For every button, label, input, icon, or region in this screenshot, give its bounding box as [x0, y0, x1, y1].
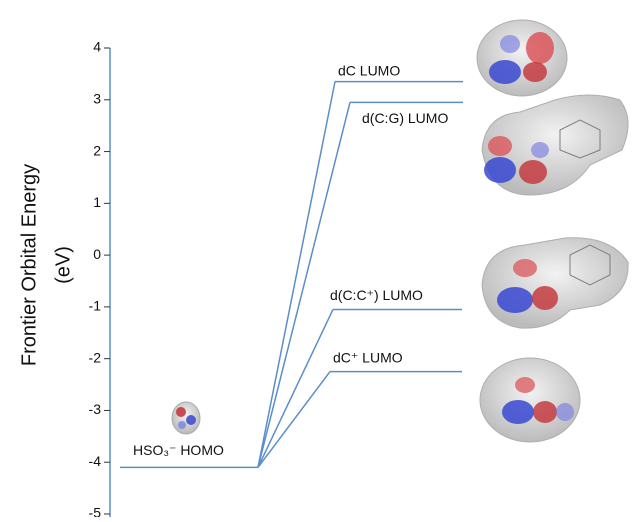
- y-tick-label: -1: [89, 298, 102, 314]
- y-axis-title-line: (eV): [52, 246, 74, 284]
- y-tick-label: 2: [93, 142, 101, 158]
- molecule-dcg: [481, 94, 629, 196]
- y-tick-label: 1: [93, 194, 101, 210]
- y-tick-label: 4: [93, 39, 101, 55]
- level-label: d(C:G) LUMO: [362, 110, 448, 126]
- level-label: dC LUMO: [338, 62, 400, 78]
- molecule-dcc: [481, 237, 629, 329]
- y-tick-label: -4: [89, 453, 102, 469]
- level-label: HSO₃⁻ HOMO: [133, 442, 224, 458]
- transition-line: [257, 371, 331, 468]
- y-axis-title: Frontier Orbital Energy (eV): [18, 164, 74, 366]
- level-label: dC⁺ LUMO: [333, 349, 403, 365]
- level-label: d(C:C⁺) LUMO: [330, 287, 423, 303]
- transition-line: [257, 81, 336, 468]
- y-axis-title-line: Frontier Orbital Energy: [18, 164, 40, 366]
- y-tick-label: -3: [89, 401, 102, 417]
- transition-line: [257, 309, 334, 468]
- transition-line: [257, 102, 351, 468]
- y-tick-label: 0: [93, 246, 101, 262]
- y-tick-label: 3: [93, 90, 101, 106]
- molecule-hso3: [171, 401, 201, 435]
- molecule-dc: [476, 19, 568, 97]
- y-tick-label: -2: [89, 349, 102, 365]
- molecule-dcplus: [479, 357, 581, 443]
- y-tick-label: -5: [89, 505, 102, 517]
